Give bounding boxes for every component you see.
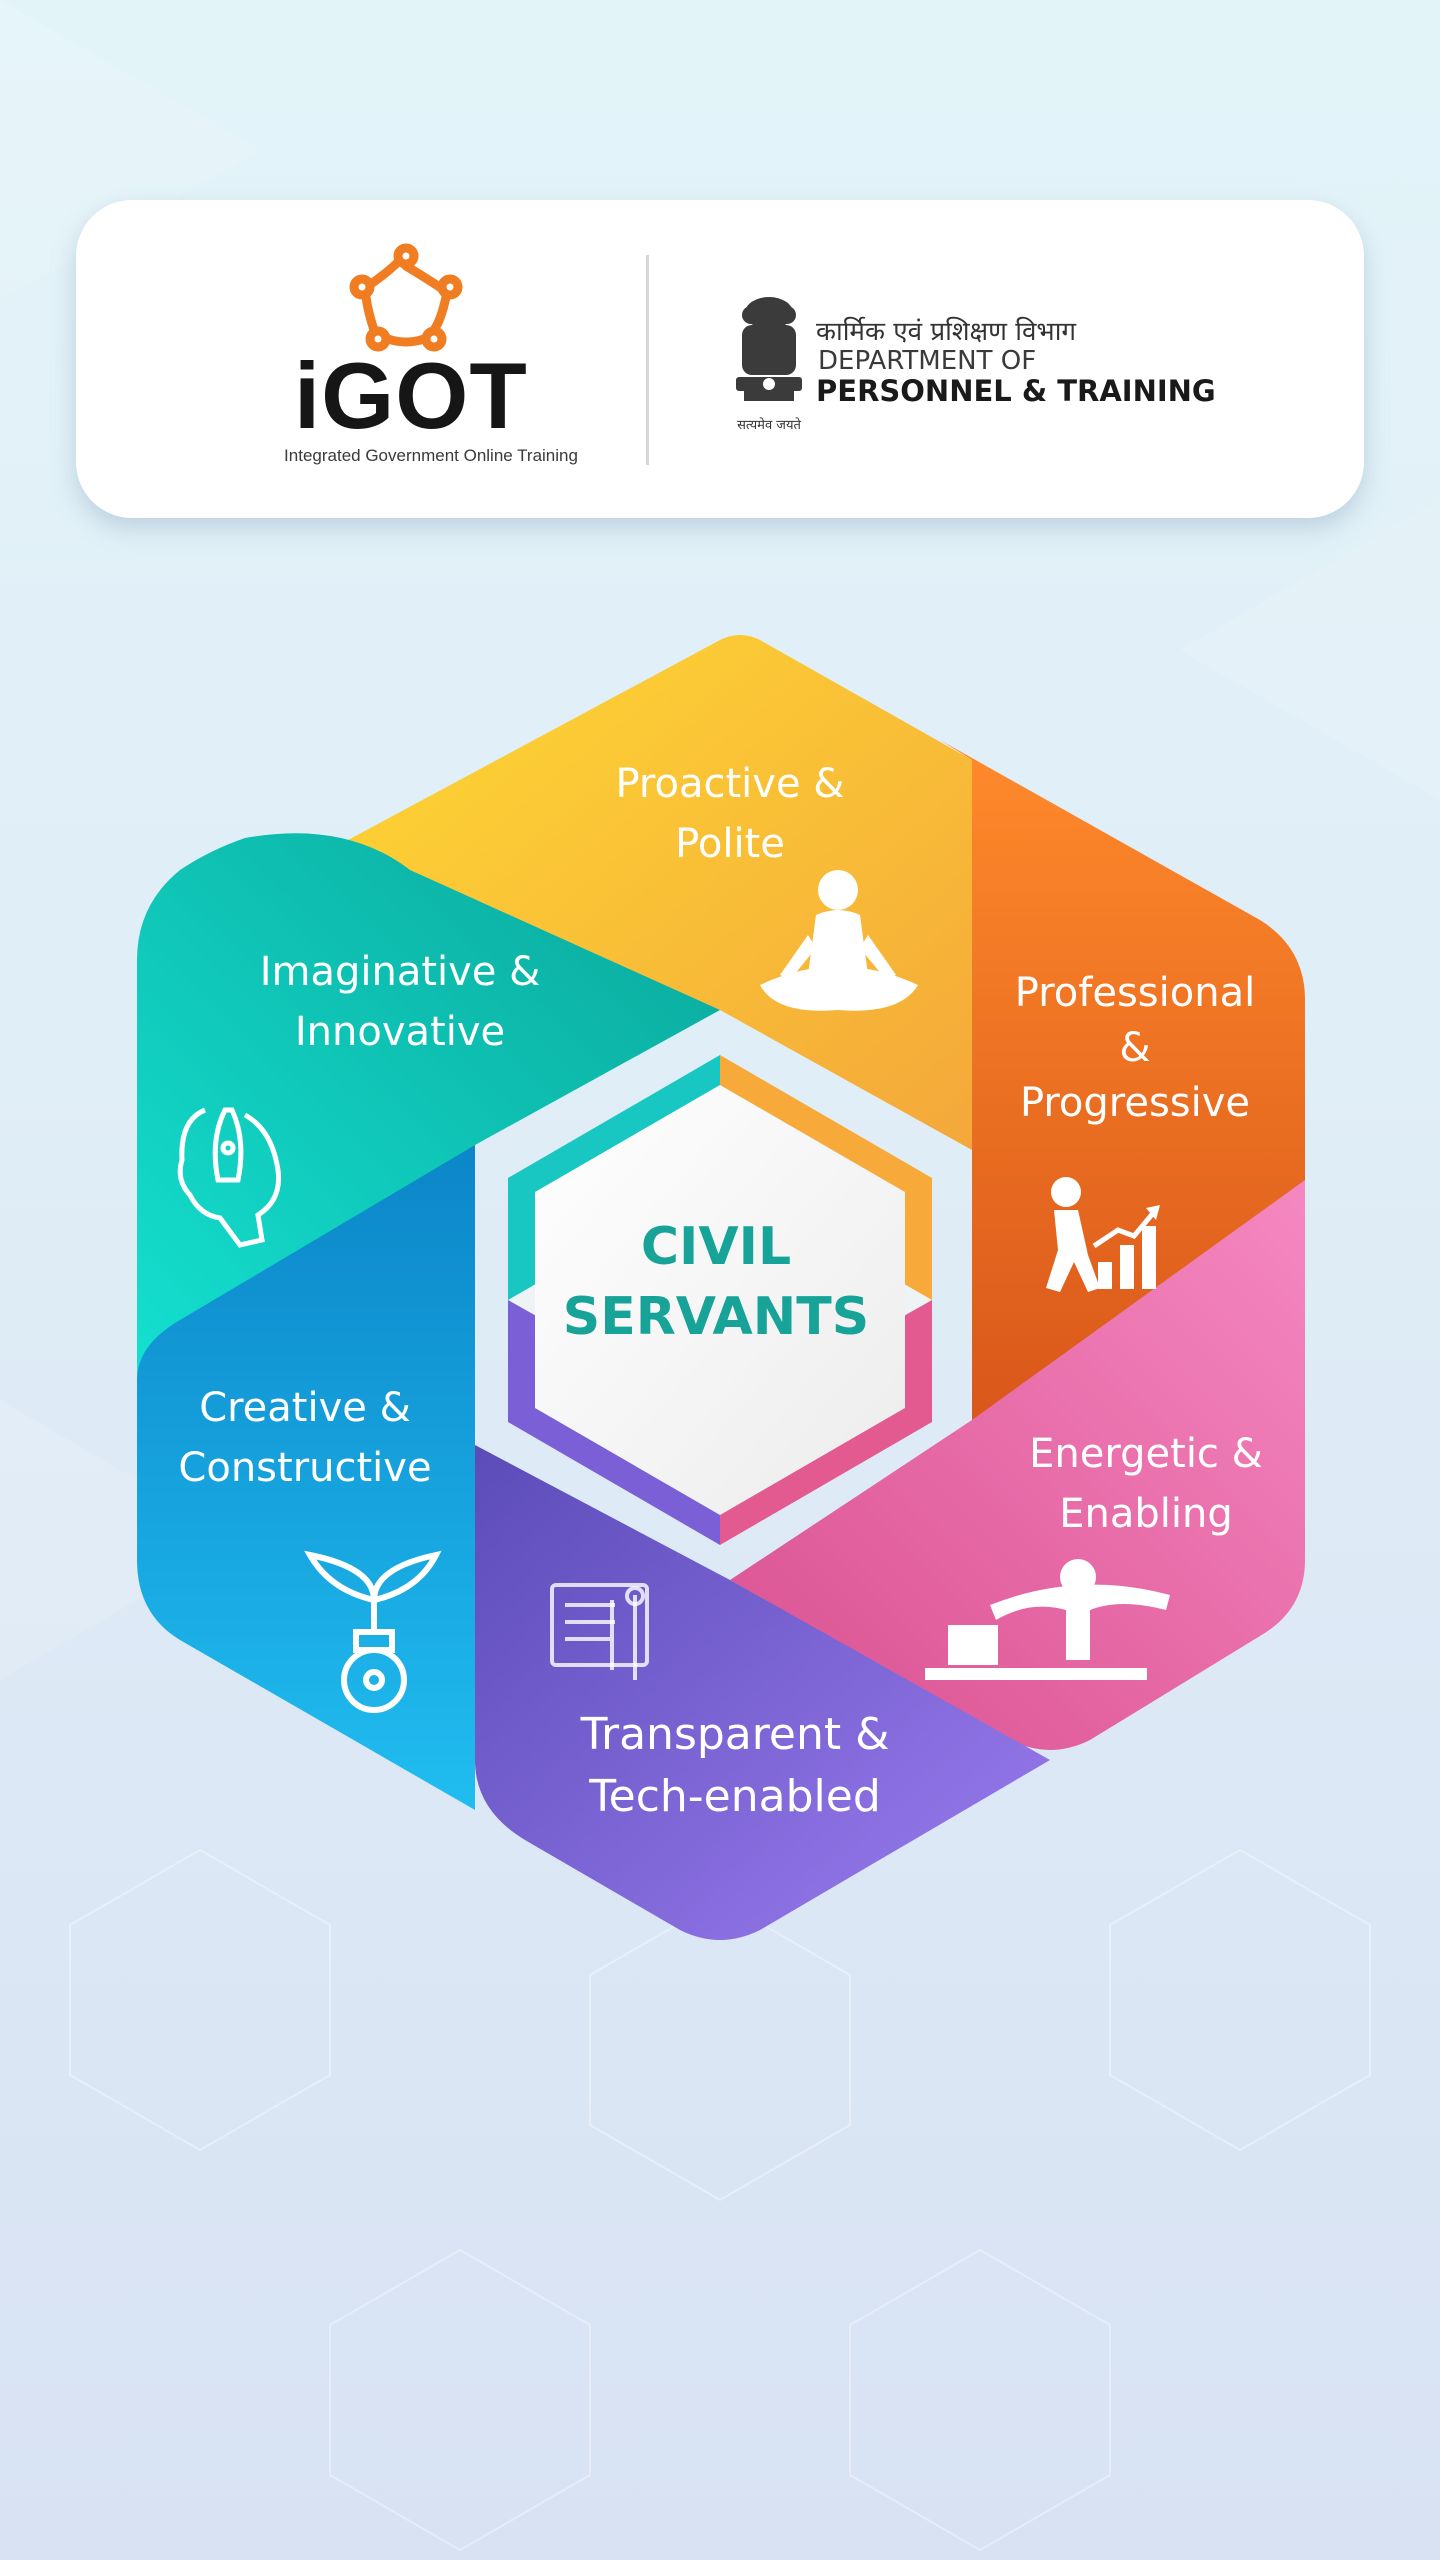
- segment-proactive: [348, 635, 972, 1150]
- igot-flower-icon: [349, 243, 463, 352]
- meditation-icon: [760, 870, 918, 1011]
- hexagon-segments: [137, 635, 1305, 1940]
- rocket-head-icon: [177, 1107, 282, 1248]
- national-emblem-icon: सत्यमेव जयते: [736, 297, 802, 433]
- segment-label-professional: Professional & Progressive: [980, 966, 1290, 1131]
- logo-card: iGOT Integrated Government Online Traini…: [76, 200, 1364, 518]
- segment-label-transparent: Transparent & Tech-enabled: [530, 1704, 940, 1828]
- igot-tagline: Integrated Government Online Training: [284, 446, 578, 465]
- segment-transparent: [475, 1445, 1050, 1940]
- segment-label-proactive: Proactive & Polite: [560, 754, 900, 874]
- energetic-line2: Enabling: [1059, 1491, 1233, 1537]
- igot-logo-text: iGOT: [294, 343, 528, 448]
- imaginative-line1: Imaginative &: [259, 949, 541, 995]
- segment-label-energetic: Energetic & Enabling: [996, 1424, 1296, 1544]
- dept-name-line2: PERSONNEL & TRAINING: [816, 374, 1216, 408]
- professional-line2: &: [1119, 1025, 1151, 1071]
- proactive-line2: Polite: [675, 821, 785, 867]
- tools-icon: [550, 1583, 649, 1680]
- segment-label-creative: Creative & Constructive: [150, 1378, 460, 1498]
- creative-line1: Creative &: [199, 1385, 411, 1431]
- center-title-line1: CIVIL: [641, 1217, 791, 1277]
- professional-line3: Progressive: [1019, 1080, 1251, 1126]
- logo-divider: [646, 255, 649, 465]
- emblem-motto: सत्यमेव जयते: [737, 417, 801, 433]
- professional-line1: Professional: [1014, 970, 1256, 1016]
- energetic-line1: Energetic &: [1029, 1431, 1263, 1477]
- bulb-sprout-icon: [304, 1550, 442, 1713]
- center-title-line2: SERVANTS: [563, 1287, 869, 1347]
- center-hexagon: [508, 1055, 932, 1545]
- growth-chart-icon: [1046, 1177, 1160, 1292]
- segment-label-imaginative: Imaginative & Innovative: [230, 942, 570, 1062]
- transparent-line2: Tech-enabled: [589, 1771, 881, 1822]
- office-desk-person-icon: [925, 1559, 1170, 1680]
- creative-line2: Constructive: [178, 1445, 432, 1491]
- proactive-line1: Proactive &: [615, 761, 845, 807]
- transparent-line1: Transparent &: [580, 1709, 890, 1760]
- segment-imaginative: [137, 833, 720, 1380]
- imaginative-line2: Innovative: [294, 1009, 506, 1055]
- dept-name-hindi: कार्मिक एवं प्रशिक्षण विभाग: [816, 317, 1077, 347]
- dept-name-line1: DEPARTMENT OF: [818, 346, 1037, 376]
